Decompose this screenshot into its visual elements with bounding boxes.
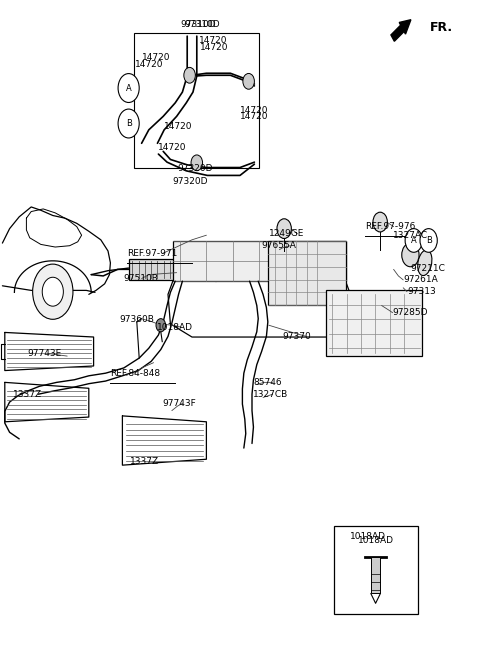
Text: 97320D: 97320D [173,177,208,187]
Bar [334,526,418,614]
Circle shape [191,155,203,171]
Text: 14720: 14720 [200,43,228,52]
Text: 1327CB: 1327CB [253,390,288,399]
Text: A: A [411,236,417,245]
Circle shape [118,109,139,138]
Circle shape [184,68,195,83]
Circle shape [156,319,166,332]
Bar [129,259,177,280]
Text: 14720: 14720 [135,60,164,69]
Text: 85746: 85746 [253,378,282,387]
Text: 97370: 97370 [282,332,311,341]
Text: 1327AC: 1327AC [393,231,428,240]
Text: 97360B: 97360B [119,315,154,324]
Circle shape [118,74,139,102]
Text: 97261A: 97261A [403,275,438,284]
FancyArrow shape [391,20,411,41]
Circle shape [277,219,291,238]
Text: 97655A: 97655A [262,241,297,250]
Circle shape [42,277,63,306]
Text: 97285D: 97285D [393,308,428,317]
Bar [326,290,422,356]
Circle shape [402,243,419,267]
Text: 14720: 14720 [240,112,268,121]
Text: 97313: 97313 [407,287,436,296]
Circle shape [373,212,387,232]
Text: REF.97-976: REF.97-976 [365,221,415,231]
Text: 1337Z: 1337Z [130,457,159,466]
Text: REF.84-848: REF.84-848 [110,369,160,378]
Text: 1018AD: 1018AD [358,535,394,545]
Text: 14720: 14720 [164,122,192,131]
Text: 14720: 14720 [158,143,187,152]
Text: 1018AD: 1018AD [350,532,386,541]
Bar [268,242,346,305]
Text: 1337Z: 1337Z [13,390,43,399]
Circle shape [33,264,73,319]
Text: REF.97-971: REF.97-971 [127,249,178,258]
Text: 14720: 14720 [240,106,268,115]
Circle shape [405,229,422,252]
Circle shape [420,229,437,252]
Ellipse shape [273,246,282,264]
Text: 97743E: 97743E [28,349,62,358]
Text: 14720: 14720 [142,53,170,62]
Ellipse shape [418,250,432,275]
Bar [134,33,259,168]
Text: 97320D: 97320D [178,164,213,173]
Text: 97510B: 97510B [124,274,159,283]
Ellipse shape [209,252,223,281]
Bar [173,242,346,281]
Bar [371,557,380,593]
Circle shape [243,74,254,89]
Text: 1018AD: 1018AD [157,323,193,332]
Text: 97310D: 97310D [180,20,216,30]
Text: 97211C: 97211C [410,263,445,273]
Text: 97743F: 97743F [162,399,196,408]
Text: B: B [426,236,432,245]
Text: FR.: FR. [430,21,453,34]
Text: 14720: 14720 [199,36,228,45]
Text: 97310D: 97310D [185,20,220,29]
Text: 1249GE: 1249GE [269,229,304,238]
Text: A: A [126,83,132,93]
Ellipse shape [375,300,403,347]
Text: B: B [126,119,132,128]
